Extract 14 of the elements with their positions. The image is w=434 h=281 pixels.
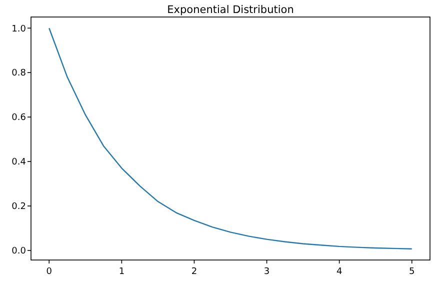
y-tick-label: 1.0 <box>12 24 26 34</box>
line-series <box>48 28 412 250</box>
chart-title: Exponential Distribution <box>167 4 294 16</box>
y-tick-label: 0.6 <box>12 113 26 124</box>
y-tick-label: 0.4 <box>12 158 26 168</box>
x-tick-label: 2 <box>191 267 198 277</box>
x-tick-label: 0 <box>46 267 52 277</box>
x-tick-label: 4 <box>336 267 342 277</box>
y-tick-label: 0.0 <box>12 246 26 257</box>
y-tick-label: 0.2 <box>12 202 26 212</box>
y-tick-label: 0.8 <box>12 68 26 79</box>
x-tick-label: 3 <box>264 267 270 277</box>
x-tick-label: 5 <box>408 267 415 277</box>
x-tick-label: 1 <box>118 267 125 277</box>
